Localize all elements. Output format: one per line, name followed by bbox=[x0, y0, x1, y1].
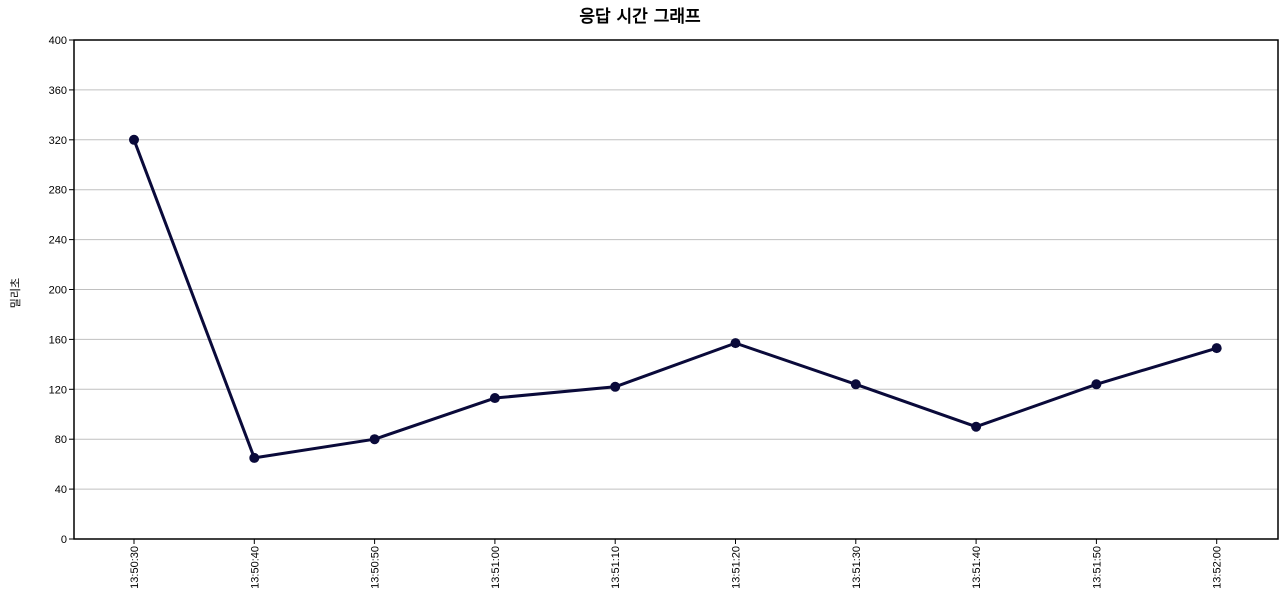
x-tick-label: 13:51:10 bbox=[610, 546, 622, 589]
y-tick-label: 200 bbox=[49, 285, 67, 297]
y-tick-label: 40 bbox=[55, 484, 67, 496]
y-tick-label: 160 bbox=[49, 334, 67, 346]
x-tick-label: 13:50:30 bbox=[129, 546, 141, 589]
series-line bbox=[132, 139, 1218, 460]
data-point bbox=[1091, 379, 1102, 390]
x-tick-label: 13:50:50 bbox=[370, 546, 382, 589]
y-axis-ticks: 0 40 80 120 160 200 240 280 320 360 400 bbox=[49, 35, 74, 546]
y-tick-label: 400 bbox=[49, 35, 67, 47]
y-tick-label: 280 bbox=[49, 185, 67, 197]
x-tick-label: 13:50:40 bbox=[249, 546, 261, 589]
data-point bbox=[1211, 343, 1222, 354]
data-point bbox=[369, 434, 380, 445]
y-tick-label: 240 bbox=[49, 235, 67, 247]
x-tick-label: 13:51:30 bbox=[851, 546, 863, 589]
y-tick-label: 120 bbox=[49, 384, 67, 396]
data-point bbox=[730, 338, 741, 349]
gridlines bbox=[74, 89, 1278, 490]
x-tick-label: 13:51:40 bbox=[971, 546, 983, 589]
x-tick-label: 13:51:00 bbox=[490, 546, 502, 589]
data-point bbox=[850, 379, 861, 390]
chart-title: 응답 시간 그래프 bbox=[579, 7, 701, 27]
data-point bbox=[971, 421, 982, 432]
plot-area-frame bbox=[73, 39, 1279, 540]
data-point bbox=[610, 381, 621, 392]
data-point bbox=[489, 393, 500, 404]
series-group bbox=[129, 134, 1222, 463]
y-tick-label: 320 bbox=[49, 135, 67, 147]
x-axis-ticks: 13:50:30 13:50:40 13:50:50 13:51:00 13:51:10… bbox=[129, 539, 1224, 589]
y-tick-label: 80 bbox=[55, 434, 67, 446]
x-tick-label: 13:52:00 bbox=[1212, 546, 1224, 589]
x-tick-label: 13:51:50 bbox=[1091, 546, 1103, 589]
y-axis-label: 밀리초 bbox=[9, 278, 22, 308]
x-tick-label: 13:51:20 bbox=[731, 546, 743, 589]
y-tick-label: 0 bbox=[61, 534, 67, 546]
y-tick-label: 360 bbox=[49, 85, 67, 97]
data-point bbox=[249, 452, 260, 463]
data-point bbox=[129, 134, 139, 145]
